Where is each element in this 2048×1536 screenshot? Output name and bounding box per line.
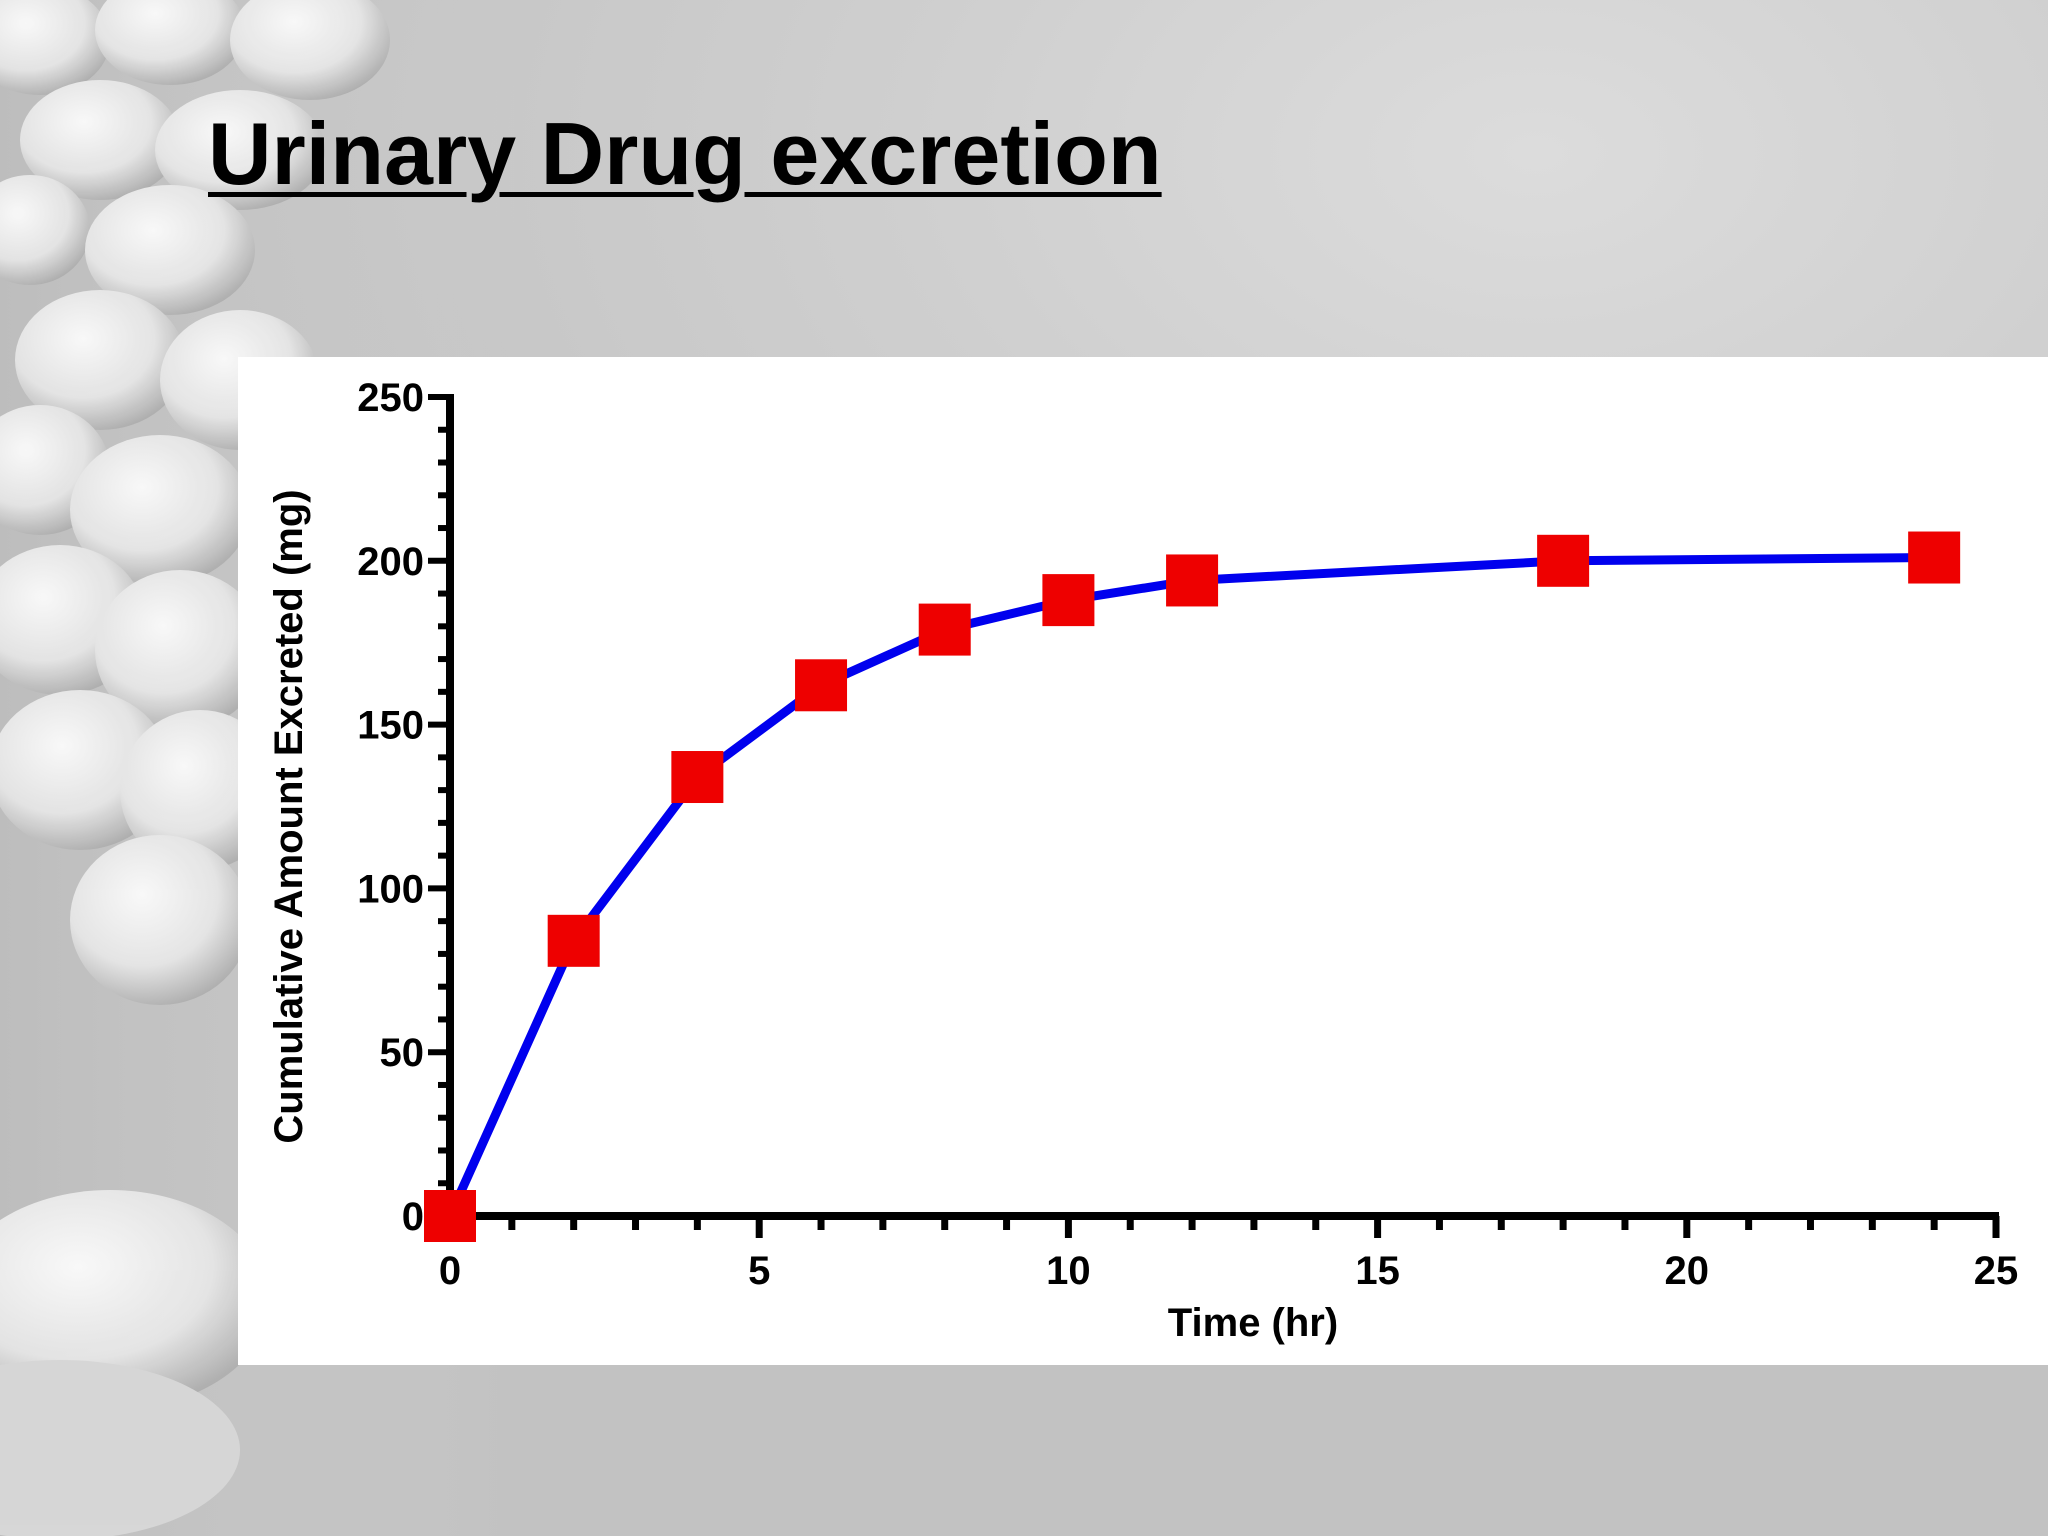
- chart-panel: 0 5 10 15 20 25 0 50 100 150 200 250 Time (hr) Cum…: [238, 357, 2048, 1365]
- series-layer: [424, 531, 1961, 1242]
- data-point-marker: [547, 914, 600, 967]
- y-tick-label: 250: [357, 376, 424, 420]
- x-tick-label: 20: [1665, 1249, 1710, 1293]
- data-point-marker: [424, 1190, 476, 1242]
- y-tick-label: 0: [402, 1195, 424, 1239]
- data-point-marker: [918, 603, 971, 656]
- x-tick-label: 25: [1974, 1249, 2019, 1293]
- y-tick-label: 150: [357, 704, 424, 748]
- y-tick-label: 200: [357, 540, 424, 584]
- x-tick-label: 15: [1355, 1249, 1400, 1293]
- data-point-marker: [1537, 534, 1590, 587]
- line-chart: 0 5 10 15 20 25 0 50 100 150 200 250 Time (hr) Cum…: [267, 376, 2018, 1345]
- data-point-marker: [671, 751, 724, 804]
- x-axis-tick-labels: 0 5 10 15 20 25: [439, 1249, 2018, 1293]
- y-tick-label: 50: [380, 1031, 425, 1075]
- x-axis-title: Time (hr): [1168, 1301, 1338, 1345]
- data-point-marker: [1042, 574, 1095, 627]
- x-tick-label: 10: [1046, 1249, 1091, 1293]
- y-axis-title: Cumulative Amount Excreted (mg): [267, 489, 311, 1143]
- data-point-marker: [1166, 554, 1219, 607]
- slide-title: Urinary Drug excretion: [208, 104, 1162, 203]
- y-tick-label: 100: [357, 867, 424, 911]
- y-axis-tick-labels: 0 50 100 150 200 250: [357, 376, 424, 1239]
- x-tick-label: 5: [748, 1249, 770, 1293]
- series-line: [445, 553, 1935, 1218]
- x-tick-label: 0: [439, 1249, 461, 1293]
- data-point-marker: [795, 659, 848, 712]
- data-point-marker: [1908, 531, 1961, 584]
